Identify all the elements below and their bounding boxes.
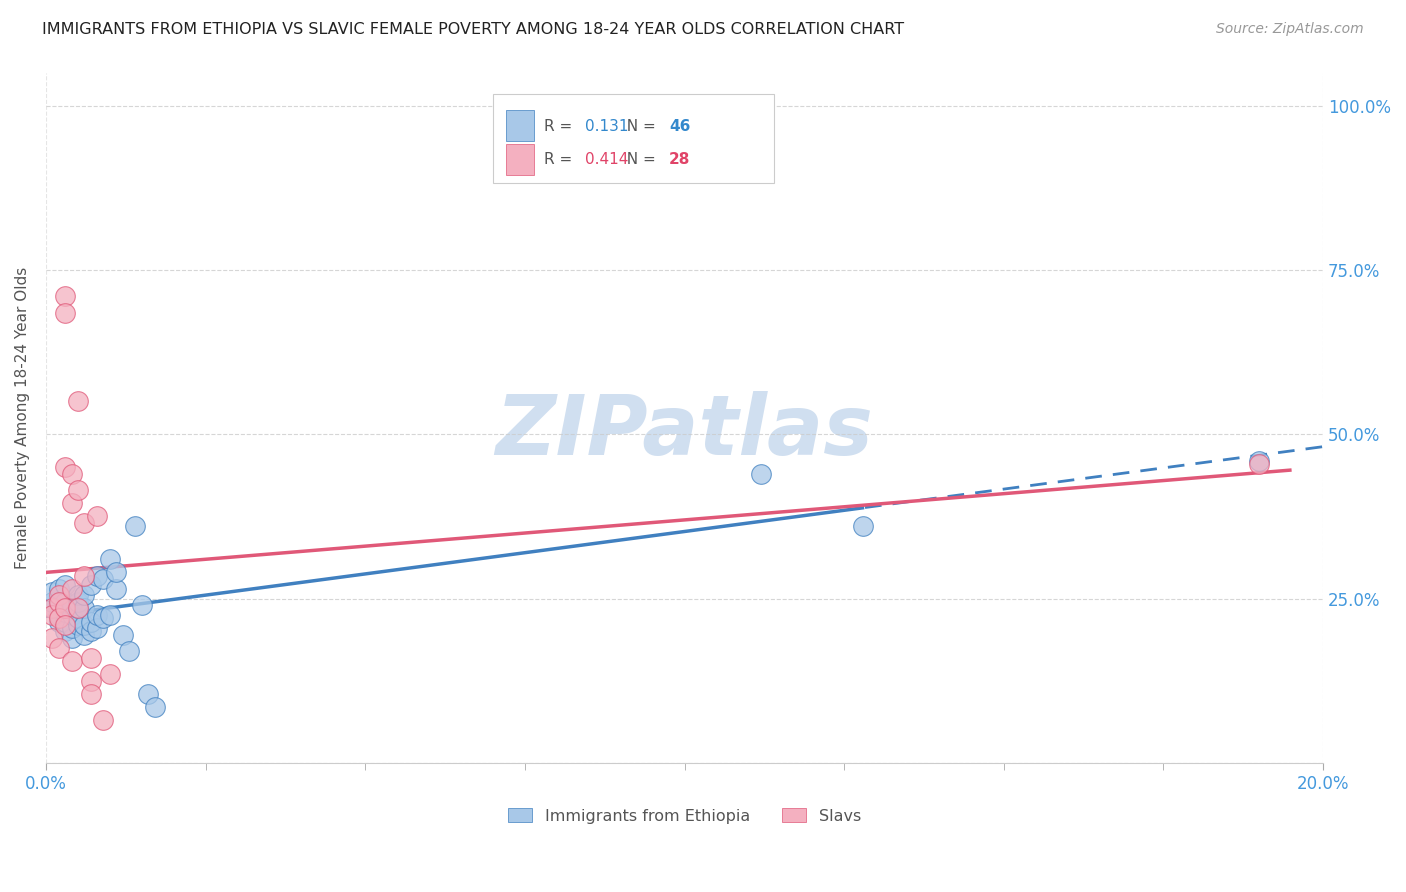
Point: [66, 394, 89, 409]
Text: R =: R =: [544, 152, 578, 167]
Point: [118, 644, 141, 658]
Point: [41, 601, 63, 615]
Point: [41, 595, 63, 609]
Point: [111, 628, 134, 642]
Point: [48, 582, 70, 596]
Point: [53, 624, 76, 639]
Point: [105, 582, 128, 596]
Point: [98, 552, 121, 566]
Point: [66, 601, 89, 615]
Point: [1249, 457, 1271, 471]
Point: [1249, 453, 1271, 467]
Point: [98, 607, 121, 622]
Point: [60, 607, 83, 622]
FancyBboxPatch shape: [506, 110, 534, 141]
Text: N =: N =: [617, 120, 661, 135]
Point: [48, 588, 70, 602]
Point: [48, 595, 70, 609]
Point: [73, 588, 96, 602]
Point: [48, 595, 70, 609]
Point: [60, 621, 83, 635]
Point: [73, 516, 96, 530]
Legend: Immigrants from Ethiopia, Slavs: Immigrants from Ethiopia, Slavs: [508, 808, 860, 824]
Point: [41, 631, 63, 645]
Point: [105, 566, 128, 580]
Text: 0.414: 0.414: [585, 152, 628, 167]
Text: N =: N =: [617, 152, 661, 167]
Point: [53, 460, 76, 475]
Point: [73, 601, 96, 615]
Point: [48, 607, 70, 622]
Point: [60, 654, 83, 668]
Point: [749, 467, 772, 481]
Text: 0.131: 0.131: [585, 120, 628, 135]
Point: [852, 519, 875, 533]
Point: [79, 578, 101, 592]
Point: [41, 607, 63, 622]
Text: IMMIGRANTS FROM ETHIOPIA VS SLAVIC FEMALE POVERTY AMONG 18-24 YEAR OLDS CORRELAT: IMMIGRANTS FROM ETHIOPIA VS SLAVIC FEMAL…: [42, 22, 904, 37]
FancyBboxPatch shape: [506, 144, 534, 175]
Point: [79, 673, 101, 688]
FancyBboxPatch shape: [494, 94, 773, 184]
Point: [86, 568, 108, 582]
Point: [53, 601, 76, 615]
Point: [66, 611, 89, 625]
Point: [73, 568, 96, 582]
Point: [60, 467, 83, 481]
Point: [60, 631, 83, 645]
Point: [53, 615, 76, 629]
Text: Source: ZipAtlas.com: Source: ZipAtlas.com: [1216, 22, 1364, 37]
Point: [53, 595, 76, 609]
Point: [66, 588, 89, 602]
Text: R =: R =: [544, 120, 578, 135]
Y-axis label: Female Poverty Among 18-24 Year Olds: Female Poverty Among 18-24 Year Olds: [15, 267, 30, 569]
Point: [60, 496, 83, 510]
Point: [79, 687, 101, 701]
Text: ZIPatlas: ZIPatlas: [496, 392, 873, 472]
Point: [53, 306, 76, 320]
Point: [53, 289, 76, 303]
Point: [79, 650, 101, 665]
Point: [48, 611, 70, 625]
Point: [86, 607, 108, 622]
Point: [41, 601, 63, 615]
Point: [48, 640, 70, 655]
Point: [53, 578, 76, 592]
Point: [66, 483, 89, 497]
Point: [60, 582, 83, 596]
Point: [66, 617, 89, 632]
Text: 28: 28: [669, 152, 690, 167]
Point: [73, 617, 96, 632]
Point: [93, 572, 115, 586]
Point: [143, 700, 166, 714]
Point: [79, 624, 101, 639]
Point: [48, 615, 70, 629]
Text: 46: 46: [669, 120, 690, 135]
Point: [124, 519, 146, 533]
Point: [53, 617, 76, 632]
Point: [79, 615, 101, 629]
Point: [136, 687, 159, 701]
Point: [86, 509, 108, 524]
Point: [98, 667, 121, 681]
Point: [66, 601, 89, 615]
Point: [53, 605, 76, 619]
Point: [86, 621, 108, 635]
Point: [60, 598, 83, 612]
Point: [93, 611, 115, 625]
Point: [66, 595, 89, 609]
Point: [131, 598, 153, 612]
Point: [73, 628, 96, 642]
Point: [93, 713, 115, 727]
Point: [41, 585, 63, 599]
